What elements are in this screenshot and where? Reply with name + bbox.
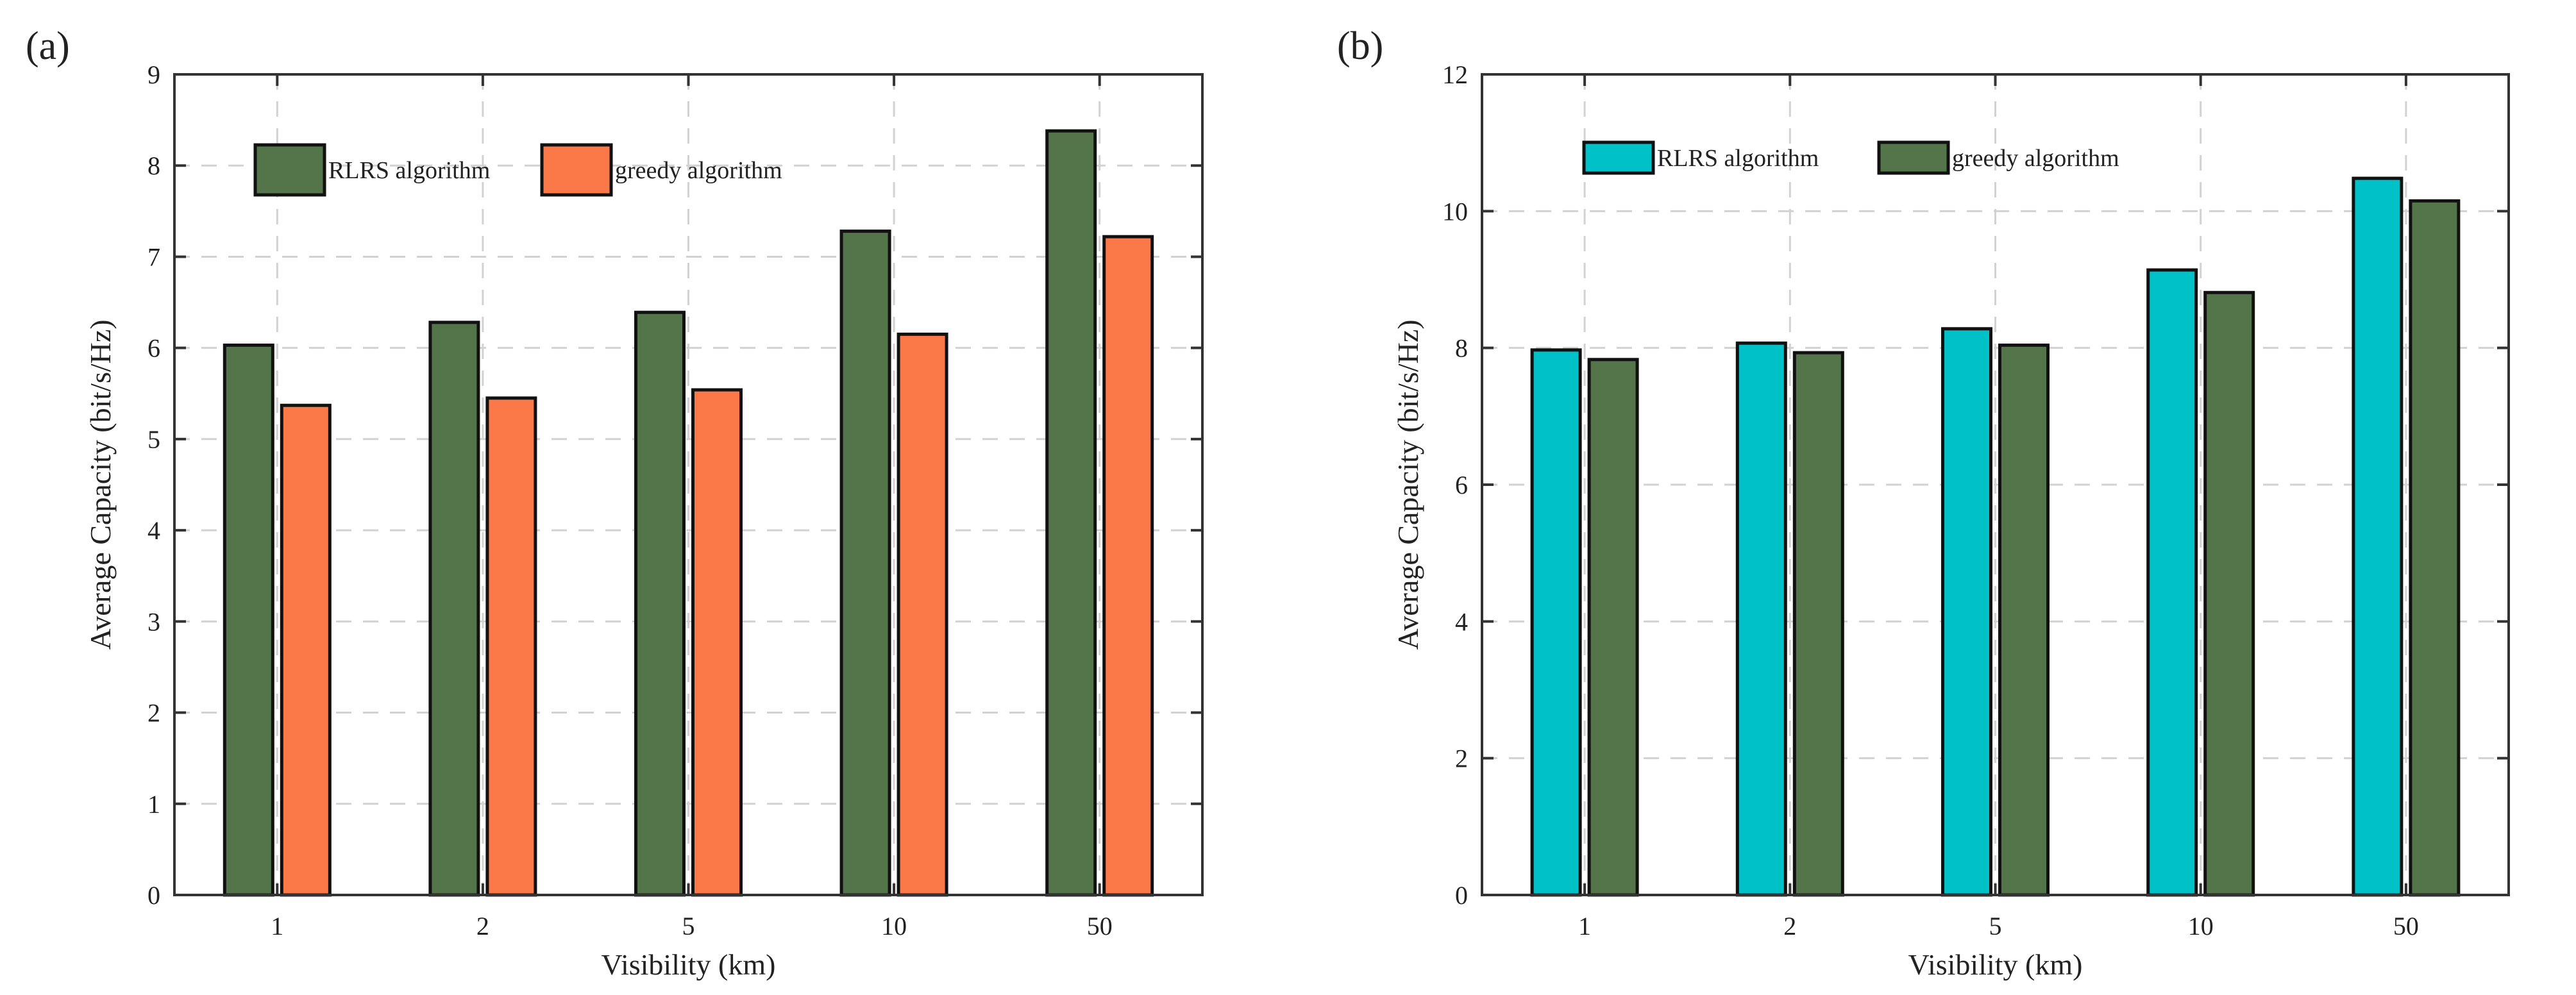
x-axis-label: Visibility (km) [1908, 948, 2083, 981]
y-axis-label: Average Capacity (bit/s/Hz) [1392, 319, 1424, 649]
y-tick-label: 2 [1455, 744, 1468, 773]
y-tick-label: 9 [147, 60, 160, 89]
bar-a-s0-c1 [428, 321, 480, 897]
bar-b-s0-c4 [2352, 176, 2403, 897]
bar-a-s1-c1 [485, 396, 537, 897]
bar-a-s0-c4 [1045, 129, 1097, 897]
bar-a-s1-c4 [1102, 235, 1154, 897]
y-tick-label: 0 [1455, 881, 1468, 910]
x-tick-label: 1 [1578, 912, 1591, 941]
y-tick-label: 6 [147, 334, 160, 363]
x-tick-label: 5 [1989, 912, 2002, 941]
y-tick-label: 2 [147, 699, 160, 728]
x-tick-label: 10 [881, 912, 907, 941]
bar-b-s1-c2 [1998, 343, 2050, 897]
x-tick-label: 10 [2188, 912, 2214, 941]
y-tick-label: 12 [1442, 60, 1468, 89]
legend-swatch-1 [540, 143, 613, 197]
bar-a-s0-c3 [839, 230, 891, 897]
bar-b-s1-c1 [1792, 351, 1844, 897]
legend-swatch-0 [1582, 140, 1655, 175]
x-tick-label: 5 [682, 912, 695, 941]
bar-b-s1-c4 [2409, 199, 2461, 897]
x-axis-label: Visibility (km) [602, 948, 776, 981]
y-tick-label: 6 [1455, 471, 1468, 499]
bar-b-s0-c1 [1735, 341, 1787, 897]
legend-label-1: greedy algorithm [1952, 145, 2119, 172]
legend-label-0: RLRS algorithm [328, 157, 490, 184]
bar-a-s1-c3 [897, 332, 948, 897]
bar-a-s1-c0 [280, 403, 332, 897]
bar-b-s0-c2 [1941, 327, 1992, 897]
bar-a-s0-c2 [634, 310, 686, 897]
x-tick-label: 50 [2393, 912, 2419, 941]
bar-b-s1-c3 [2203, 290, 2255, 897]
legend-label-0: RLRS algorithm [1657, 145, 1819, 172]
bar-b-s0-c0 [1530, 348, 1582, 897]
bar-b-s0-c3 [2146, 268, 2198, 897]
x-tick-label: 1 [271, 912, 283, 941]
bar-a-s1-c2 [691, 388, 743, 897]
chart-panel-a: (a) 0 1 2 3 4 5 6 7 8 9 1 2 5 10 50 Visibility (km) Avera… [26, 24, 1204, 981]
y-tick-label: 7 [147, 242, 160, 271]
y-tick-label: 4 [1455, 607, 1468, 636]
x-tick-label: 50 [1087, 912, 1113, 941]
legend-swatch-0 [253, 143, 326, 197]
y-tick-label: 3 [147, 607, 160, 636]
y-tick-label: 10 [1442, 197, 1468, 226]
panel-label: (a) [26, 24, 70, 68]
y-tick-label: 0 [147, 881, 160, 910]
y-tick-label: 5 [147, 425, 160, 454]
y-tick-label: 8 [1455, 334, 1468, 363]
x-tick-label: 2 [1783, 912, 1796, 941]
y-tick-label: 8 [147, 151, 160, 180]
panel-label: (b) [1337, 24, 1383, 68]
legend-swatch-1 [1877, 140, 1950, 175]
legend-label-1: greedy algorithm [615, 157, 782, 184]
x-tick-label: 2 [476, 912, 489, 941]
bar-b-s1-c0 [1587, 358, 1639, 897]
y-tick-label: 1 [147, 790, 160, 819]
bar-a-s0-c0 [223, 343, 274, 897]
y-tick-label: 4 [147, 516, 160, 545]
y-axis-label: Average Capacity (bit/s/Hz) [84, 319, 117, 649]
